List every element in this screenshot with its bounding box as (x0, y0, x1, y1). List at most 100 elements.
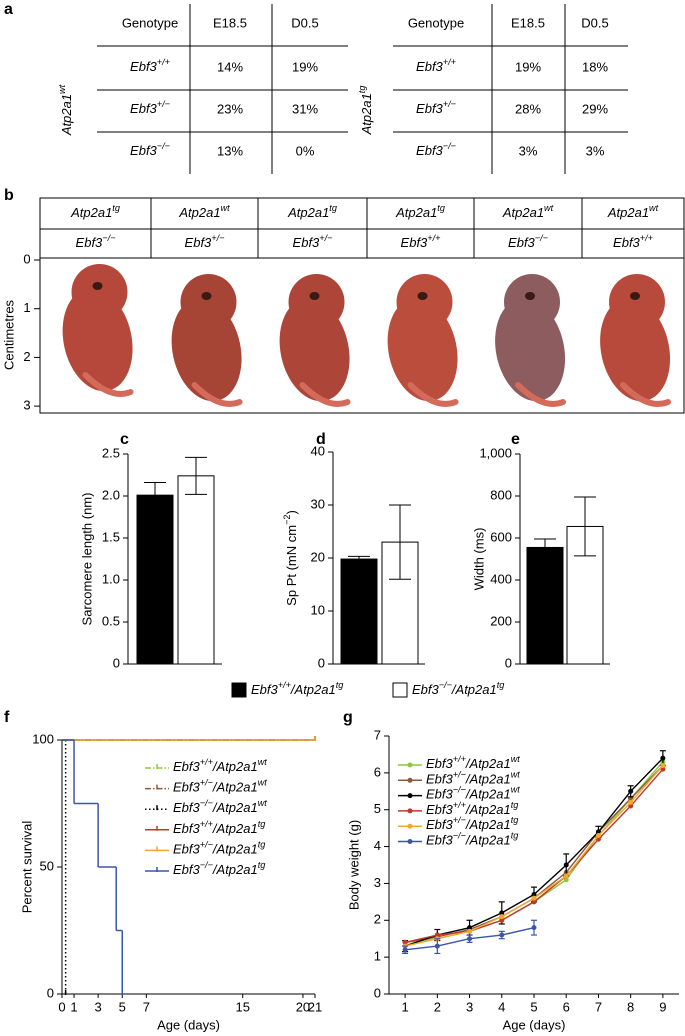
superscript: wt (511, 785, 521, 795)
text-run: /Atp2a1 (451, 682, 497, 697)
panel-label: a (4, 1, 13, 18)
marker (660, 762, 666, 768)
superscript: tg (258, 840, 266, 850)
panel-label: d (316, 431, 326, 448)
y-tick-label: 0 (374, 985, 381, 1000)
column-header: Atp2a1tg (70, 203, 120, 220)
column-header: Atp2a1wt (502, 203, 554, 220)
error-bar (185, 456, 207, 495)
text-run: Sp Pt (mN cm (284, 525, 299, 606)
table-cell: 19% (292, 59, 318, 74)
table-cell: 28% (515, 101, 541, 116)
panel-label: g (343, 709, 353, 726)
marker (628, 799, 634, 805)
column-header: Ebf3−/− (76, 233, 116, 250)
legend-swatch (392, 682, 408, 698)
marker (563, 877, 569, 883)
x-tick-label: 5 (119, 999, 126, 1014)
superscript: −2 (282, 515, 292, 525)
column-header: Atp2a1wt (607, 203, 659, 220)
superscript: tg (336, 680, 344, 690)
y-tick-label: 20 (311, 549, 325, 564)
marker (531, 925, 537, 931)
y-axis-label: Width (ms) (471, 528, 486, 591)
column-header: Ebf3+/+ (613, 233, 653, 250)
pup-limb (299, 382, 351, 407)
y-tick-label: 6 (374, 764, 381, 779)
table-cell: 29% (582, 101, 608, 116)
bar (177, 475, 215, 665)
pup-limb (620, 382, 671, 407)
pup-limb (515, 382, 566, 407)
superscript: tg (258, 819, 266, 829)
text-run: /Atp2a1 (290, 682, 336, 697)
marker (402, 947, 408, 953)
superscript: −/− (439, 680, 452, 690)
column-header: Atp2a1tg (395, 203, 445, 220)
marker (531, 891, 537, 897)
superscript: wt (544, 203, 554, 213)
bar (136, 494, 174, 665)
text-run: Ebf3 (426, 756, 454, 771)
x-tick-label: 3 (466, 999, 473, 1014)
legend-label: Ebf3+/+/Atp2a1tg (173, 819, 265, 836)
superscript: −/− (443, 141, 456, 151)
text-run: Ebf3 (426, 772, 454, 787)
superscript: wt (258, 799, 268, 809)
text-run: Ebf3 (173, 759, 201, 774)
pup-limb (407, 382, 459, 407)
superscript: +/− (200, 778, 213, 788)
superscript: −/− (535, 233, 548, 243)
text-run: Ebf3 (185, 235, 213, 250)
legend-label: Ebf3−/−/Atp2a1wt (426, 785, 520, 802)
legend-marker (407, 793, 413, 799)
y-tick-label: 50 (40, 858, 54, 873)
marker (660, 755, 666, 761)
legend-label: Ebf3+/+/Atp2a1tg (426, 800, 518, 817)
text-run: Ebf3 (401, 235, 429, 250)
superscript: −/− (102, 233, 115, 243)
superscript: tg (357, 86, 367, 94)
superscript: +/+ (427, 233, 440, 243)
superscript: −/− (200, 799, 213, 809)
photo-frame (39, 197, 685, 414)
ruler-label: Centimetres (1, 299, 16, 370)
text-run: Atp2a1 (59, 94, 74, 136)
text-run: Ebf3 (130, 143, 158, 158)
superscript: tg (511, 831, 519, 841)
legend-swatch (231, 682, 247, 698)
pup-photo (171, 274, 243, 407)
x-tick-label: 5 (530, 999, 537, 1014)
superscript: +/− (157, 99, 170, 109)
text-run: Ebf3 (173, 801, 201, 816)
pup-head (396, 274, 453, 330)
y-tick-label: 5 (374, 801, 381, 816)
superscript: −/− (200, 860, 213, 870)
pup-eye (525, 292, 535, 300)
text-run: /Atp2a1 (465, 802, 511, 817)
table-cell: 3% (586, 143, 605, 158)
x-tick-label: 7 (143, 999, 150, 1014)
legend-label: Ebf3+/−/Atp2a1tg (173, 840, 265, 857)
x-tick-label: 15 (235, 999, 249, 1014)
y-tick-label: 0 (113, 655, 120, 670)
y-tick-label: 2 (374, 912, 381, 927)
table-cell: 19% (515, 59, 541, 74)
text-run: /Atp2a1 (465, 833, 511, 848)
text-run: Ebf3 (426, 802, 454, 817)
superscript: +/+ (443, 57, 456, 67)
text-run: Atp2a1 (70, 205, 112, 220)
superscript: +/− (211, 233, 224, 243)
y-tick-label: 0 (505, 655, 512, 670)
superscript: tg (258, 860, 266, 870)
text-run: /Atp2a1 (212, 780, 258, 795)
legend-label: Ebf3−/−/Atp2a1tg (426, 831, 518, 848)
y-tick-label: 0.5 (102, 613, 120, 628)
x-tick-label: 4 (498, 999, 505, 1014)
marker (595, 833, 601, 839)
y-tick-label: 400 (490, 571, 512, 586)
superscript: +/− (443, 99, 456, 109)
superscript: +/+ (200, 757, 213, 767)
legend-label: Ebf3+/+/Atp2a1wt (426, 754, 520, 771)
superscript: −/− (157, 141, 170, 151)
